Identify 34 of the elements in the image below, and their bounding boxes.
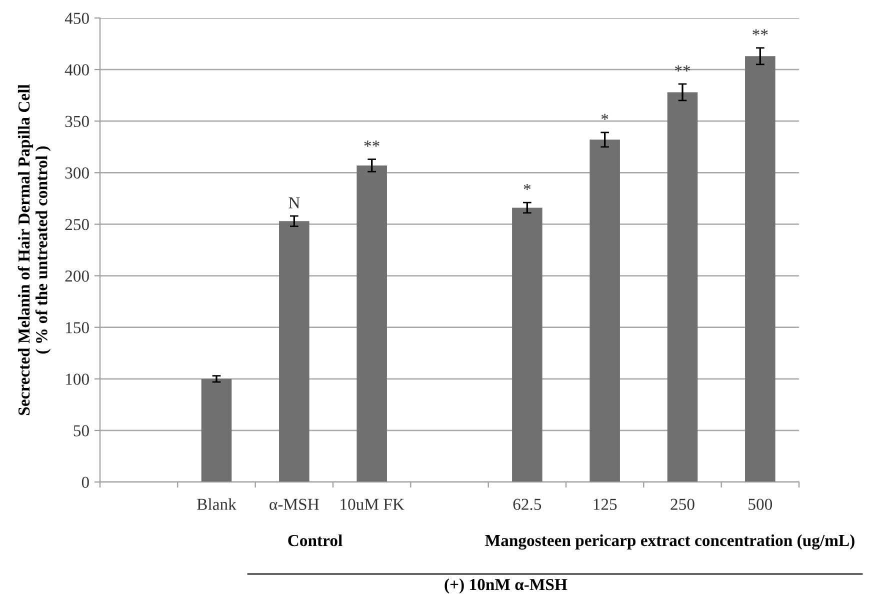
x-tick-label: 500: [748, 498, 772, 510]
y-tick-label: 200: [65, 270, 89, 282]
y-tick-label: 100: [66, 374, 89, 385]
y-tick-label: 400: [64, 64, 89, 76]
y-tick-label: 150: [66, 322, 89, 334]
annotation: *: [601, 114, 608, 120]
bar: [279, 221, 310, 482]
bar: [590, 140, 620, 482]
x-tick-label: 250: [670, 498, 694, 510]
bar: [745, 56, 776, 482]
x-tick-label: 125: [594, 498, 617, 510]
y-tick-label: 0: [82, 476, 89, 488]
bar: [667, 92, 698, 482]
bar: [201, 378, 232, 482]
y-tick-label: 50: [74, 425, 89, 436]
x-tick-label: Blank: [197, 498, 236, 510]
y-axis-title: Secrected Melanin of Hair Dermal Papilla Cell ( % of the untreated control ): [18, 84, 51, 415]
bar: [356, 165, 387, 482]
x-tick-label: α-MSH: [270, 498, 319, 510]
x-tick-label: 10uM FK: [340, 498, 404, 510]
annotation: **: [752, 29, 768, 36]
annotation: **: [674, 65, 690, 72]
text: Control: [288, 534, 342, 546]
annotation: N: [288, 197, 300, 208]
y-tick-label: 300: [65, 167, 89, 179]
x-tick-label: 62.5: [513, 498, 542, 510]
y-tick-label: 450: [64, 12, 89, 24]
y-tick-label: 350: [65, 116, 89, 128]
annotation: *: [524, 184, 531, 190]
y-tick-label: 250: [65, 218, 89, 230]
bar: [512, 208, 542, 482]
text: (+) 10nM α-MSH: [444, 578, 568, 594]
text: Mangosteen pericarp extract concentration (ug/mL): [485, 534, 854, 550]
annotation: **: [364, 140, 380, 147]
